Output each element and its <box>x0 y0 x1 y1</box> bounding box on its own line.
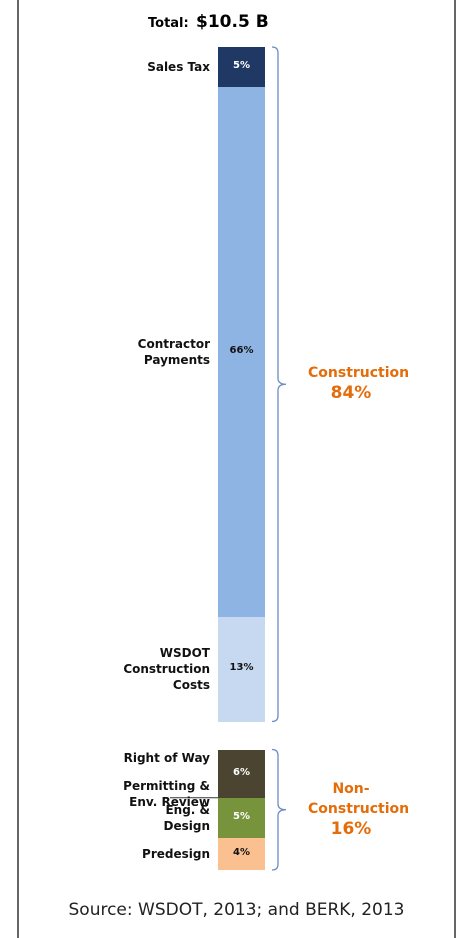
bar-segment <box>218 797 265 838</box>
bar-segment <box>218 87 265 618</box>
bracket <box>271 748 287 871</box>
bracket <box>271 46 287 723</box>
category-label: Sales Tax <box>147 60 210 75</box>
value-label: 13% <box>229 662 254 674</box>
note-label: Permitting & Env. Review <box>123 778 210 809</box>
bar-segment <box>218 749 265 798</box>
value-label: 5% <box>233 810 250 822</box>
category-label: Predesign <box>142 846 210 861</box>
bar-segment <box>218 837 265 870</box>
category-label: WSDOT Construction Costs <box>123 646 210 693</box>
group-value: 16% <box>330 818 372 839</box>
bar-segment <box>218 617 265 722</box>
group-value: 84% <box>330 383 372 404</box>
value-label: 66% <box>229 345 254 357</box>
group-label: Non-Construction <box>308 780 410 817</box>
category-label: Right of Way <box>123 750 210 765</box>
source: Source: WSDOT, 2013; and BERK, 2013 <box>68 900 405 920</box>
value-label: 6% <box>233 766 250 778</box>
group-label: Construction <box>308 365 410 382</box>
total-label: $10.5 B <box>196 12 269 32</box>
bar-segment <box>218 47 265 88</box>
value-label: 4% <box>233 846 250 858</box>
value-label: 5% <box>233 60 250 72</box>
category-label: Eng. & Design <box>163 802 211 833</box>
title: Total: <box>148 16 189 31</box>
category-label: Contractor Payments <box>137 337 210 368</box>
